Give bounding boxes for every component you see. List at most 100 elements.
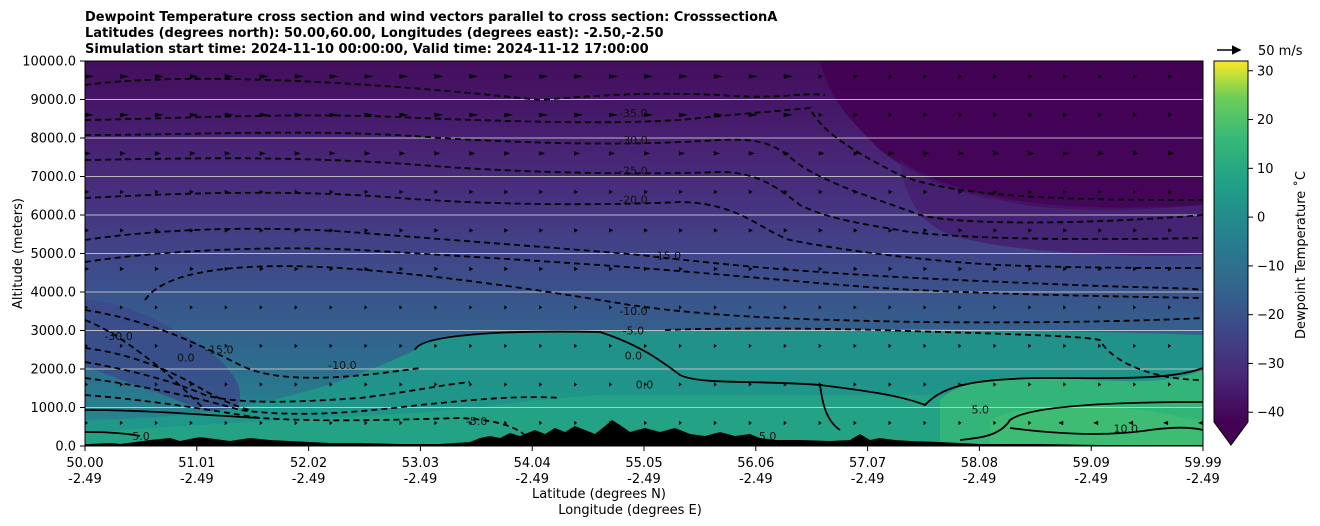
wind-vector <box>748 151 755 156</box>
wind-vector <box>1133 74 1138 79</box>
wind-vector <box>189 305 193 310</box>
wind-vector <box>539 420 543 426</box>
wind-vector <box>1028 382 1032 387</box>
wind-vector <box>469 151 476 156</box>
wind-vector <box>574 151 581 156</box>
wind-vector <box>1203 74 1207 78</box>
wind-vector <box>434 151 441 156</box>
wind-vector <box>364 228 369 233</box>
wind-vector <box>818 74 823 79</box>
wind-vector <box>1168 189 1173 195</box>
wind-vector <box>294 228 299 233</box>
wind-vector <box>189 420 193 426</box>
title-line-1: Dewpoint Temperature cross section and w… <box>85 10 777 25</box>
wind-vector <box>1028 420 1032 426</box>
wind-vector <box>154 343 158 349</box>
chart-title: Dewpoint Temperature cross section and w… <box>85 10 777 57</box>
contour-minus-10 <box>144 265 1203 324</box>
wind-vector <box>399 305 403 310</box>
colorbar-tick-label: 0 <box>1257 211 1265 226</box>
wind-vector <box>329 420 333 426</box>
wind-vector <box>259 266 264 272</box>
wind-vector <box>574 189 579 195</box>
wind-vector <box>1133 343 1137 349</box>
wind-vector <box>958 228 963 233</box>
contour-label: -20.0 <box>619 193 647 206</box>
wind-vector <box>399 382 403 387</box>
wind-vector <box>259 112 269 118</box>
wind-vector <box>993 382 997 387</box>
wind-vector <box>294 74 304 79</box>
wind-vector <box>574 420 578 426</box>
contour-minus-15-left <box>85 361 471 403</box>
wind-vector <box>1203 267 1207 271</box>
wind-vector <box>399 266 404 272</box>
wind-vector <box>1098 305 1102 310</box>
wind-vector <box>958 305 962 310</box>
colorbar-tick-label: −30 <box>1257 357 1284 372</box>
wind-vector <box>644 151 650 156</box>
contour-minus-35 <box>85 77 826 101</box>
wind-vector <box>713 189 718 195</box>
wind-vector <box>259 420 263 426</box>
wind-vector <box>364 112 374 118</box>
wind-vector <box>923 112 928 118</box>
wind-vector <box>364 382 368 387</box>
wind-vector <box>259 305 263 310</box>
wind-vector <box>783 305 787 310</box>
wind-vector <box>678 420 682 426</box>
wind-vector <box>189 112 199 118</box>
wind-vector <box>888 266 893 272</box>
wind-vector <box>364 74 374 79</box>
colorbar: 30 20 10 0 −10 −20 −30 −40 Dewpoint Temperature… <box>1213 60 1309 446</box>
wind-vector <box>644 266 648 272</box>
x-tick-label-lon: -2.49 <box>851 472 885 487</box>
y-tick-label: 3000.0 <box>31 324 77 339</box>
contour-minus-35b <box>85 107 1203 201</box>
wind-vector <box>818 305 822 310</box>
x-axis: 50.00-2.4951.01-2.4952.02-2.4953.03-2.49… <box>66 446 1222 487</box>
wind-vector <box>539 74 549 79</box>
wind-vector <box>154 305 158 310</box>
wind-vector <box>783 420 787 426</box>
wind-vector <box>1063 382 1067 387</box>
contour-minus-20-left <box>85 347 251 411</box>
wind-vector <box>923 343 927 349</box>
wind-vector <box>609 112 619 118</box>
wind-vector <box>364 266 369 272</box>
wind-vector <box>1168 74 1173 79</box>
wind-vector <box>748 343 752 349</box>
wind-vector <box>713 228 718 233</box>
wind-vector <box>1168 266 1173 272</box>
wind-vector <box>469 228 474 233</box>
y-tick-label: 9000.0 <box>31 93 77 108</box>
wind-vector <box>1168 228 1173 233</box>
wind-vector <box>364 305 368 310</box>
wind-vector <box>609 266 614 272</box>
wind-vector <box>1028 151 1035 156</box>
wind-vector <box>434 228 439 233</box>
wind-vector <box>923 189 928 195</box>
contour-label: -15.0 <box>653 249 681 262</box>
x-tick-label-lat: 55.05 <box>625 456 662 471</box>
contour-label: -5.0 <box>466 415 487 428</box>
wind-vector <box>85 266 89 272</box>
wind-vector <box>224 305 228 310</box>
wind-vector <box>224 151 231 156</box>
y-tick-label: 2000.0 <box>31 363 77 378</box>
wind-vector <box>818 382 822 387</box>
wind-vector <box>923 382 927 387</box>
wind-vector <box>294 420 298 426</box>
wind-vector <box>678 112 688 118</box>
colorbar-gradient <box>1214 61 1248 422</box>
wind-vector <box>853 420 857 426</box>
wind-vector <box>85 74 94 79</box>
wind-vector <box>1063 343 1067 349</box>
colorbar-tick-label: 20 <box>1257 113 1274 128</box>
wind-vector <box>294 151 301 156</box>
wind-vector <box>748 420 752 426</box>
wind-vector <box>1028 189 1033 195</box>
wind-vector <box>748 74 758 79</box>
wind-vector <box>434 266 439 272</box>
x-axis-label-2: Longitude (degrees E) <box>558 503 702 518</box>
